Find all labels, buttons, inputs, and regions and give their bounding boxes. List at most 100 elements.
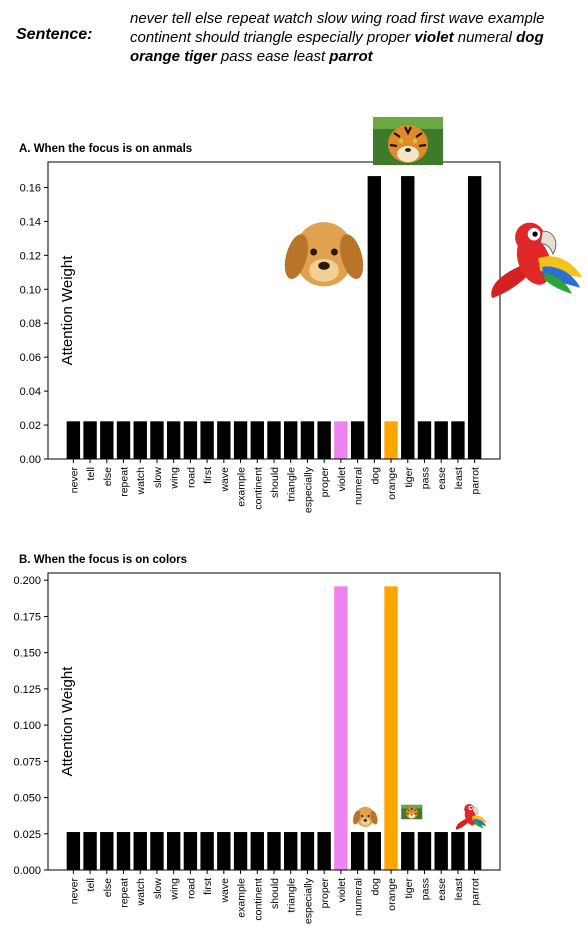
- x-tick-label: never: [68, 466, 80, 493]
- bar-else: [100, 832, 114, 870]
- sentence-word: dog: [516, 29, 544, 46]
- sentence-word: orange: [130, 48, 181, 65]
- bar-wing: [166, 421, 181, 459]
- x-tick-label: ease: [436, 467, 448, 490]
- x-tick-label: tiger: [403, 467, 415, 488]
- bar-wing: [166, 832, 181, 870]
- x-tick-label: wing: [169, 878, 181, 901]
- bar-never: [66, 421, 81, 459]
- x-tick-label: repeat: [119, 878, 131, 908]
- bar-parrot: [467, 176, 482, 459]
- y-tick-label: 0.08: [20, 318, 41, 330]
- bar-least: [451, 421, 465, 459]
- y-tick-label: 0.10: [20, 284, 41, 296]
- bar-wave: [217, 832, 231, 870]
- x-tick-label: road: [185, 467, 197, 488]
- bar-tiger: [401, 832, 415, 870]
- bar-else: [100, 421, 114, 459]
- x-tick-label: especially: [302, 877, 314, 924]
- y-tick-label: 0.125: [13, 684, 41, 696]
- y-tick-label: 0.025: [13, 829, 41, 841]
- x-tick-label: first: [202, 467, 214, 484]
- x-tick-label: slow: [152, 878, 164, 899]
- bar-dog: [367, 176, 382, 459]
- sentence-word: least: [293, 48, 326, 65]
- bar-proper: [317, 832, 331, 870]
- sentence-word: tell: [171, 10, 191, 27]
- sentence-word: else: [195, 10, 223, 27]
- x-tick-label: example: [236, 878, 248, 918]
- sentence-text: never tell else repeat watch slow wing r…: [130, 9, 580, 66]
- bar-pass: [417, 421, 432, 459]
- x-tick-label: tell: [85, 878, 97, 891]
- bar-watch: [133, 832, 147, 870]
- bar-ease: [434, 421, 448, 459]
- bar-repeat: [116, 421, 131, 459]
- sentence-word: wing: [351, 10, 382, 27]
- bar-triangle: [284, 832, 298, 870]
- y-axis-label: Attention Weight: [59, 666, 76, 777]
- bar-tiger: [401, 176, 415, 459]
- x-tick-label: continent: [252, 878, 264, 921]
- bar-first: [200, 421, 214, 459]
- sentence-header: Sentence: never tell else repeat watch s…: [0, 0, 587, 80]
- x-tick-label: never: [68, 877, 80, 904]
- sentence-word: especially: [296, 29, 363, 46]
- sentence-word: ease: [256, 48, 290, 65]
- x-tick-label: violet: [336, 467, 348, 492]
- y-tick-label: 0.02: [20, 420, 41, 432]
- bar-triangle: [284, 421, 298, 459]
- y-axis-label: Attention Weight: [59, 255, 76, 366]
- x-tick-label: pass: [419, 467, 431, 489]
- sentence-word: should: [195, 29, 240, 46]
- sentence-word: wave: [448, 10, 484, 27]
- x-tick-label: tell: [85, 467, 97, 480]
- bar-orange: [384, 586, 398, 870]
- sentence-word: never: [130, 10, 168, 27]
- x-tick-label: especially: [302, 466, 314, 513]
- bar-example: [233, 832, 248, 870]
- x-tick-label: continent: [252, 467, 264, 510]
- y-tick-label: 0.175: [13, 611, 41, 623]
- sentence-word: violet: [414, 29, 454, 46]
- y-tick-label: 0.04: [20, 386, 41, 398]
- x-tick-label: first: [202, 878, 214, 895]
- sentence-word: proper: [366, 29, 411, 46]
- x-tick-label: watch: [135, 878, 147, 907]
- y-tick-label: 0.16: [20, 182, 41, 194]
- x-tick-label: least: [453, 467, 465, 489]
- chart-a: A. When the focus is on anmals 0.00 0.02 0.…: [19, 117, 583, 513]
- x-tick-label: pass: [419, 878, 431, 900]
- x-tick-label: repeat: [119, 467, 131, 497]
- bar-numeral: [350, 832, 365, 870]
- y-tick-label: 0.200: [13, 575, 41, 587]
- x-tick-label: else: [102, 467, 114, 486]
- x-tick-label: triangle: [286, 467, 298, 502]
- bar-orange: [384, 421, 398, 459]
- parrot-picture: [455, 803, 488, 830]
- sentence-label: Sentence:: [16, 26, 93, 43]
- x-tick-label: wave: [219, 878, 231, 904]
- x-tick-label: violet: [336, 878, 348, 903]
- y-tick-label: 0.12: [20, 250, 41, 262]
- sentence-word: slow: [316, 10, 347, 27]
- x-tick-label: else: [102, 878, 114, 897]
- x-tick-label: wave: [219, 467, 231, 493]
- chart-b: B. When the focus is on colors 0.000 0.025…: [13, 554, 501, 924]
- puppy-picture: [284, 222, 364, 287]
- y-tick-label: 0.050: [13, 793, 41, 805]
- x-tick-label: orange: [386, 878, 398, 911]
- sentence-word: continent: [130, 29, 191, 46]
- sentence-word: watch: [273, 10, 313, 27]
- x-tick-label: tiger: [403, 878, 415, 899]
- bar-should: [267, 832, 281, 870]
- x-tick-label: road: [185, 878, 197, 899]
- bar-least: [451, 832, 465, 870]
- bar-violet: [334, 421, 348, 459]
- x-tick-label: parrot: [470, 467, 482, 495]
- bar-especially: [300, 421, 315, 459]
- sentence-word: numeral: [457, 29, 512, 46]
- bar-tell: [83, 832, 97, 870]
- bar-numeral: [350, 421, 365, 459]
